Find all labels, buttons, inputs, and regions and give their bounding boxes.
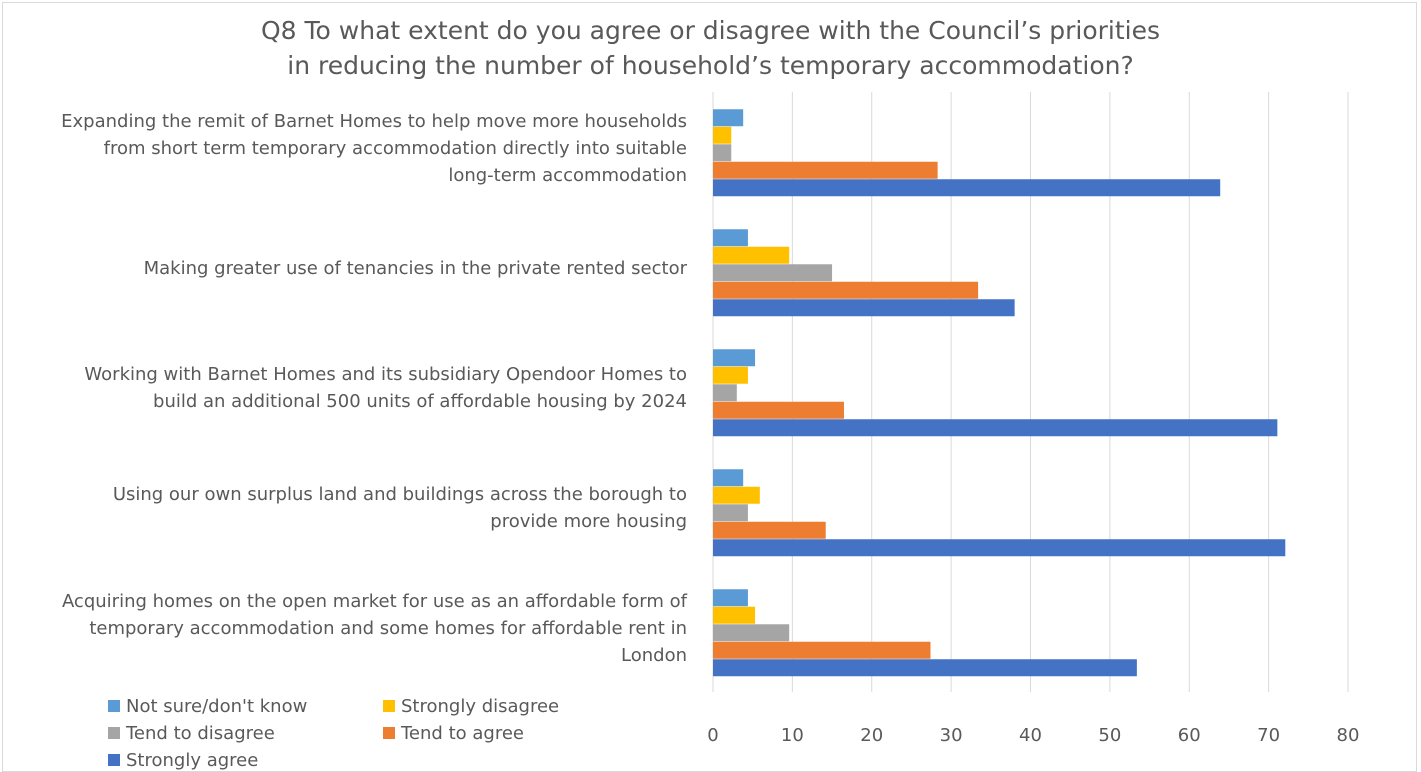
category-label-4-line-2: provide more housing — [490, 511, 687, 532]
bar-cat3-tend-to-agree — [713, 401, 844, 419]
bar-cat5-strongly-disagree — [713, 606, 756, 624]
bar-cat4-strongly-agree — [713, 539, 1286, 557]
bar-cat4-tend-to-disagree — [713, 504, 748, 522]
bar-cat4-not-sure-don-t-know — [713, 469, 744, 487]
chart-title: Q8 To what extent do you agree or disagr… — [0, 13, 1421, 83]
bar-cat5-tend-to-agree — [713, 641, 931, 659]
legend-label: Strongly disagree — [401, 696, 560, 717]
legend-swatch — [383, 700, 395, 712]
bar-cat1-not-sure-don-t-know — [713, 109, 744, 127]
bar-cat2-tend-to-agree — [713, 281, 979, 299]
bar-cat2-strongly-agree — [713, 299, 1015, 317]
legend-item-strongly-agree: Strongly agree — [108, 750, 258, 772]
bar-cat3-not-sure-don-t-know — [713, 349, 756, 367]
legend-label: Tend to agree — [401, 723, 524, 744]
legend-swatch — [383, 727, 395, 739]
bar-cat2-strongly-disagree — [713, 246, 790, 264]
category-label-5-line-3: London — [621, 644, 687, 666]
x-tick-label-10: 10 — [780, 725, 804, 746]
category-label-5: Acquiring homes on the open market for u… — [0, 588, 687, 669]
legend-item-tend-to-disagree: Tend to disagree — [108, 723, 275, 745]
bar-cat1-strongly-agree — [713, 179, 1221, 197]
category-label-1: Expanding the remit of Barnet Homes to h… — [0, 108, 687, 189]
category-label-5-line-1: Acquiring homes on the open market for u… — [61, 590, 687, 612]
x-tick-label-40: 40 — [1019, 725, 1042, 746]
legend-item-tend-to-agree: Tend to agree — [383, 723, 524, 745]
legend-label: Not sure/don't know — [126, 696, 308, 717]
x-tick-label-70: 70 — [1257, 725, 1281, 746]
category-label-5-line-2: temporary accommodation and some homes f… — [89, 617, 687, 639]
bar-cat1-tend-to-agree — [713, 161, 938, 179]
bar-cat4-strongly-disagree — [713, 486, 760, 504]
bar-cat5-strongly-agree — [713, 659, 1137, 677]
bar-cat1-strongly-disagree — [713, 126, 732, 144]
legend-swatch — [108, 700, 120, 712]
bar-cat3-strongly-agree — [713, 419, 1278, 437]
legend-swatch — [108, 754, 120, 766]
category-label-4: Using our own surplus land and buildings… — [0, 481, 687, 535]
legend-swatch — [108, 727, 120, 739]
category-label-1-line-1: Expanding the remit of Barnet Homes to h… — [61, 110, 687, 132]
category-label-2-line-1: Making greater use of tenancies in the p… — [143, 257, 687, 279]
category-label-3-line-1: Working with Barnet Homes and its subsid… — [84, 364, 687, 385]
category-label-3: Working with Barnet Homes and its subsid… — [0, 361, 687, 415]
bar-cat2-not-sure-don-t-know — [713, 229, 748, 247]
bar-cat4-tend-to-agree — [713, 521, 826, 539]
x-tick-label-30: 30 — [939, 725, 963, 746]
legend-item-strongly-disagree: Strongly disagree — [383, 696, 559, 718]
x-tick-label-20: 20 — [860, 725, 884, 746]
x-tick-label-50: 50 — [1098, 725, 1122, 746]
category-label-4-line-1: Using our own surplus land and buildings… — [112, 484, 687, 505]
bar-cat2-tend-to-disagree — [713, 264, 833, 282]
x-tick-label-80: 80 — [1336, 725, 1360, 746]
bar-cat3-strongly-disagree — [713, 366, 748, 384]
legend-item-not-sure-don-t-know: Not sure/don't know — [108, 696, 307, 718]
legend-label: Tend to disagree — [126, 723, 275, 744]
x-tick-label-0: 0 — [707, 725, 719, 746]
bar-cat3-tend-to-disagree — [713, 384, 737, 402]
category-label-3-line-2: build an additional 500 units of afforda… — [153, 391, 687, 412]
category-label-2: Making greater use of tenancies in the p… — [0, 255, 687, 282]
chart-title-line-1: Q8 To what extent do you agree or disagr… — [261, 16, 1160, 45]
chart-title-line-2: in reducing the number of household’s te… — [287, 51, 1134, 80]
bar-cat5-tend-to-disagree — [713, 624, 790, 642]
bar-cat1-tend-to-disagree — [713, 144, 732, 162]
bar-cat5-not-sure-don-t-know — [713, 589, 748, 607]
category-label-1-line-3: long-term accommodation — [448, 164, 687, 186]
x-tick-label-60: 60 — [1177, 725, 1201, 746]
legend-label: Strongly agree — [126, 750, 259, 771]
category-label-1-line-2: from short term temporary accommodation … — [103, 137, 687, 159]
